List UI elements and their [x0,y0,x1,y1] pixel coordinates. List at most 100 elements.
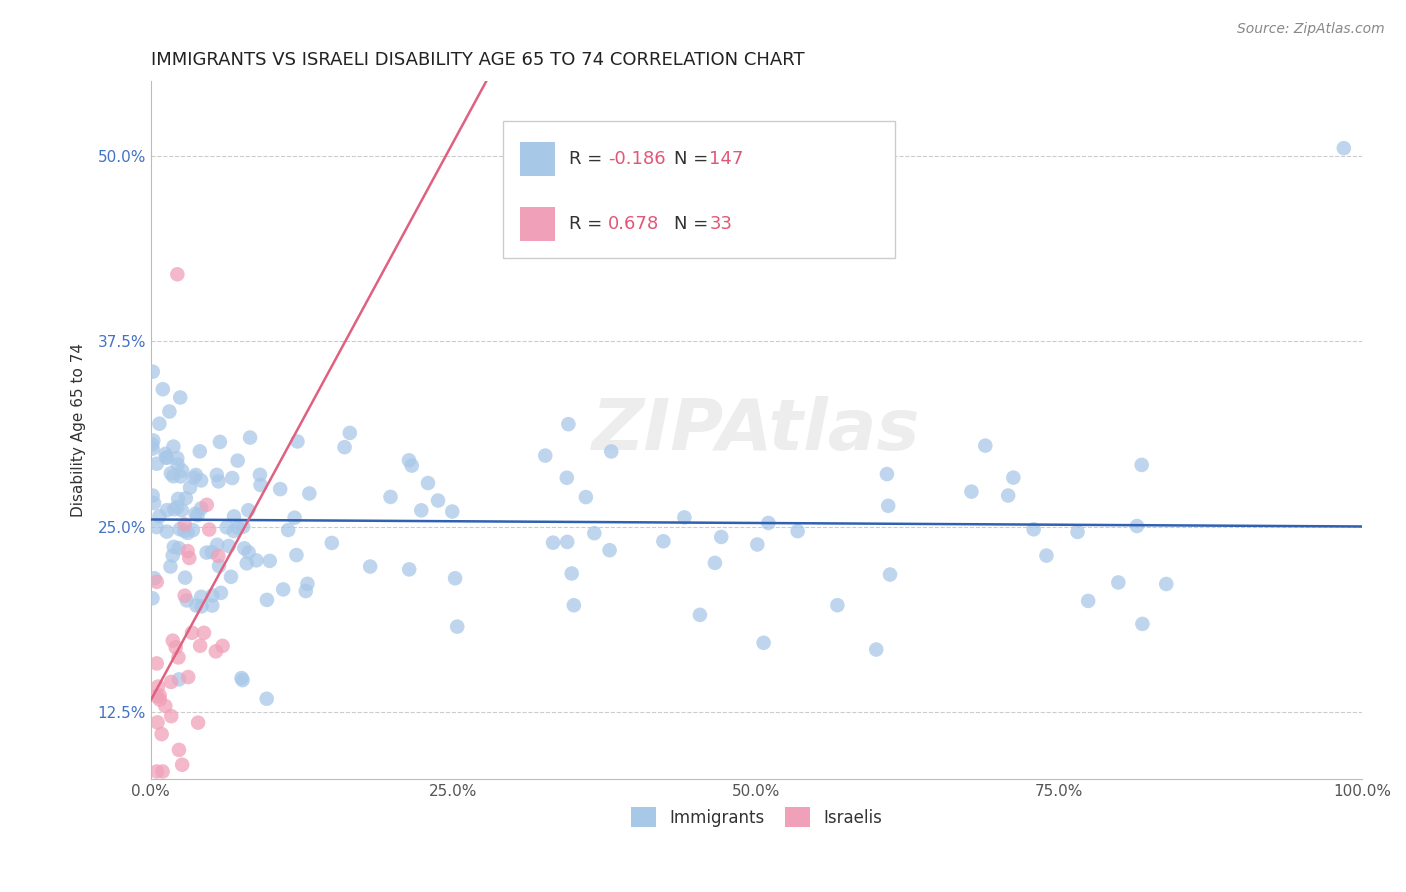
Point [201,545,224,559]
Point [155,450,177,465]
Point [167,650,190,665]
Point [238,545,260,559]
Point [398,562,420,576]
Point [176,544,198,558]
Point [195,546,218,560]
Text: 33: 33 [710,215,733,233]
Point [673,510,696,524]
Point [249,478,271,492]
Point [148,417,170,431]
Point [145,574,167,589]
Point [1066,524,1088,539]
Point [190,590,212,604]
Point [160,467,183,481]
Point [1107,575,1129,590]
Point [156,450,179,465]
Point [149,692,172,706]
Point [142,365,165,379]
Point [205,644,228,658]
Point [333,440,356,454]
Point [997,489,1019,503]
Point [141,591,163,606]
Point [190,501,212,516]
Point [170,503,193,517]
Point [174,571,197,585]
Point [173,517,195,532]
Point [339,425,361,440]
Point [201,589,224,603]
Point [183,470,205,484]
Point [184,507,207,521]
Text: N =: N = [675,215,714,233]
Point [411,503,433,517]
Point [960,484,983,499]
Point [427,493,450,508]
Point [149,689,172,703]
Point [877,499,900,513]
Point [150,727,173,741]
Point [245,553,267,567]
Point [169,469,191,483]
Point [416,476,439,491]
Point [1126,519,1149,533]
Point [236,557,259,571]
Point [269,482,291,496]
Text: Source: ZipAtlas.com: Source: ZipAtlas.com [1237,22,1385,37]
Point [146,715,169,730]
Point [163,502,186,516]
Point [207,549,229,563]
Point [599,543,621,558]
Point [187,508,209,523]
Point [146,680,169,694]
Point [172,757,194,772]
Point [865,642,887,657]
Point [184,467,207,482]
Point [176,593,198,607]
Point [193,625,215,640]
Point [141,437,163,451]
Point [167,743,190,757]
Point [555,535,578,549]
Point [1132,616,1154,631]
Point [169,391,191,405]
Point [297,577,319,591]
Point [208,434,231,449]
Point [145,520,167,534]
Point [294,584,316,599]
Point [233,541,256,556]
Point [541,535,564,549]
Point [173,524,195,538]
Point [143,496,166,510]
Point [167,673,190,687]
Point [148,509,170,524]
Point [277,523,299,537]
Point [152,382,174,396]
Text: R =: R = [569,150,607,169]
Point [221,471,243,485]
Point [201,599,224,613]
Point [710,530,733,544]
Point [652,534,675,549]
Point [209,586,232,600]
Point [231,671,253,685]
Point [207,475,229,489]
Point [1022,522,1045,536]
Point [215,520,238,534]
Point [259,554,281,568]
Point [142,434,165,448]
Point [562,599,585,613]
Point [827,598,849,612]
Point [142,489,165,503]
Point [162,440,184,454]
Point [271,582,294,597]
Point [222,524,245,538]
Point [177,670,200,684]
Point [156,503,179,517]
Point [169,522,191,536]
Point [157,404,180,418]
Point [181,523,204,537]
Point [159,559,181,574]
Point [226,453,249,467]
Point [380,490,402,504]
Point [446,619,468,633]
